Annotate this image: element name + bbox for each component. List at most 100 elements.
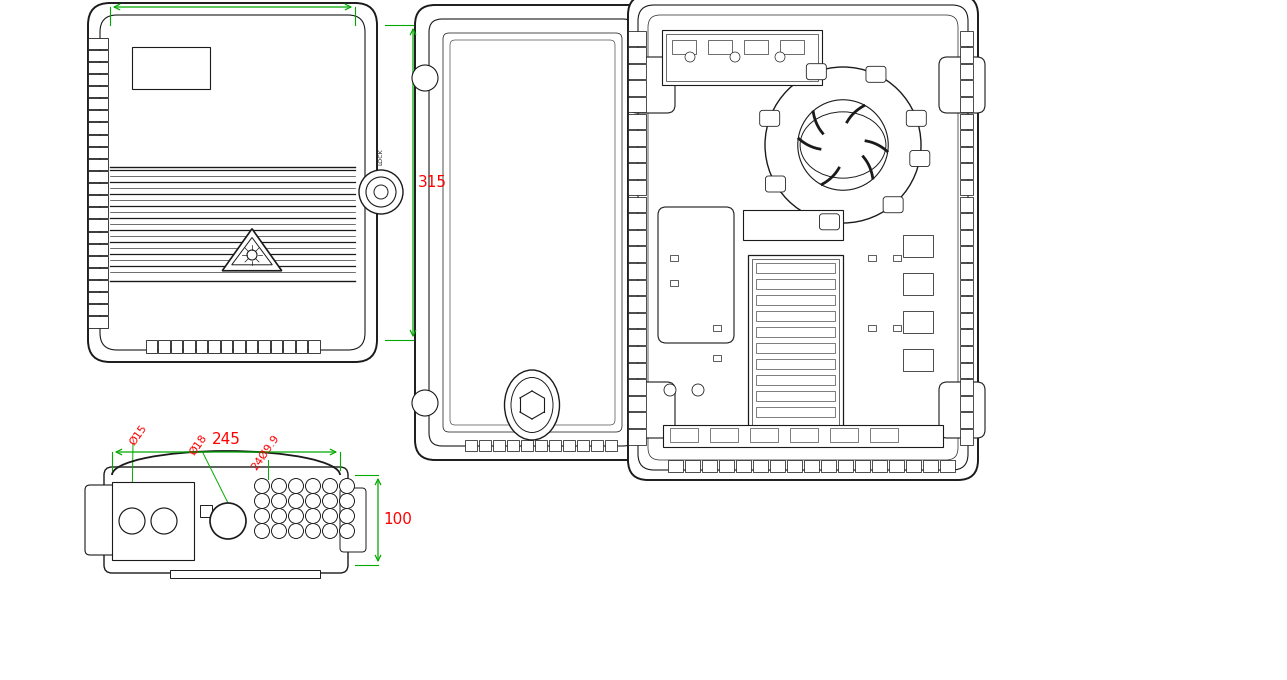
Bar: [713, 355, 721, 361]
Bar: [867, 255, 876, 261]
Bar: [960, 429, 973, 445]
Bar: [960, 213, 973, 228]
Circle shape: [210, 503, 246, 539]
Bar: [960, 147, 973, 163]
Bar: [790, 428, 819, 442]
Bar: [88, 171, 108, 182]
Bar: [867, 325, 876, 331]
Circle shape: [288, 509, 304, 524]
Bar: [196, 340, 207, 353]
Bar: [960, 329, 973, 345]
FancyBboxPatch shape: [940, 57, 985, 113]
Bar: [923, 460, 938, 472]
Bar: [628, 47, 646, 63]
Bar: [960, 246, 973, 262]
Bar: [88, 158, 108, 170]
Circle shape: [820, 122, 866, 169]
Bar: [233, 340, 245, 353]
Bar: [960, 80, 973, 96]
Circle shape: [288, 479, 304, 494]
Bar: [220, 340, 232, 353]
Bar: [479, 440, 492, 451]
Bar: [940, 460, 955, 472]
Bar: [889, 460, 903, 472]
Polygon shape: [223, 228, 282, 271]
Bar: [535, 440, 547, 451]
Bar: [88, 147, 108, 158]
Bar: [628, 130, 646, 146]
Bar: [838, 460, 853, 472]
Bar: [628, 114, 646, 129]
Bar: [88, 207, 108, 218]
Circle shape: [305, 509, 320, 524]
Circle shape: [340, 524, 354, 539]
Circle shape: [151, 508, 178, 534]
FancyBboxPatch shape: [866, 67, 885, 82]
Bar: [804, 460, 819, 472]
Bar: [870, 428, 898, 442]
Bar: [780, 40, 804, 54]
Bar: [893, 325, 901, 331]
Bar: [88, 37, 108, 49]
Circle shape: [288, 494, 304, 509]
Circle shape: [255, 479, 269, 494]
Bar: [628, 313, 646, 328]
Bar: [507, 440, 519, 451]
FancyBboxPatch shape: [104, 467, 347, 573]
Bar: [713, 325, 721, 331]
Bar: [960, 279, 973, 295]
FancyBboxPatch shape: [647, 15, 958, 460]
Bar: [786, 460, 802, 472]
Bar: [88, 183, 108, 194]
Ellipse shape: [505, 370, 560, 440]
Bar: [719, 460, 734, 472]
Bar: [88, 74, 108, 85]
Bar: [663, 425, 943, 447]
Bar: [755, 343, 835, 353]
Circle shape: [305, 479, 320, 494]
Circle shape: [305, 494, 320, 509]
Circle shape: [272, 494, 287, 509]
Circle shape: [775, 52, 785, 62]
Bar: [960, 263, 973, 279]
FancyBboxPatch shape: [883, 197, 903, 213]
Bar: [755, 327, 835, 337]
Bar: [960, 31, 973, 46]
Bar: [270, 340, 282, 353]
Bar: [906, 460, 921, 472]
Text: Ø18: Ø18: [188, 432, 208, 457]
Text: 245: 245: [218, 0, 247, 2]
Bar: [960, 230, 973, 245]
Text: Ø15: Ø15: [127, 423, 148, 447]
Bar: [960, 114, 973, 129]
Bar: [628, 213, 646, 228]
Bar: [562, 440, 575, 451]
Circle shape: [255, 494, 269, 509]
Bar: [170, 570, 320, 578]
Bar: [755, 407, 835, 417]
FancyBboxPatch shape: [450, 40, 615, 425]
FancyBboxPatch shape: [629, 382, 674, 438]
Bar: [960, 313, 973, 328]
Bar: [88, 86, 108, 97]
Bar: [628, 31, 646, 46]
Bar: [672, 40, 696, 54]
Circle shape: [255, 509, 269, 524]
Circle shape: [323, 479, 337, 494]
Bar: [710, 428, 737, 442]
FancyBboxPatch shape: [910, 150, 929, 167]
Bar: [628, 296, 646, 311]
Bar: [628, 429, 646, 445]
Circle shape: [255, 524, 269, 539]
Bar: [830, 428, 858, 442]
FancyBboxPatch shape: [629, 57, 674, 113]
Bar: [88, 231, 108, 243]
Bar: [88, 316, 108, 328]
Circle shape: [340, 509, 354, 524]
Bar: [605, 440, 616, 451]
Circle shape: [340, 494, 354, 509]
Bar: [88, 98, 108, 109]
FancyBboxPatch shape: [766, 176, 785, 192]
Circle shape: [730, 52, 740, 62]
Bar: [88, 256, 108, 267]
